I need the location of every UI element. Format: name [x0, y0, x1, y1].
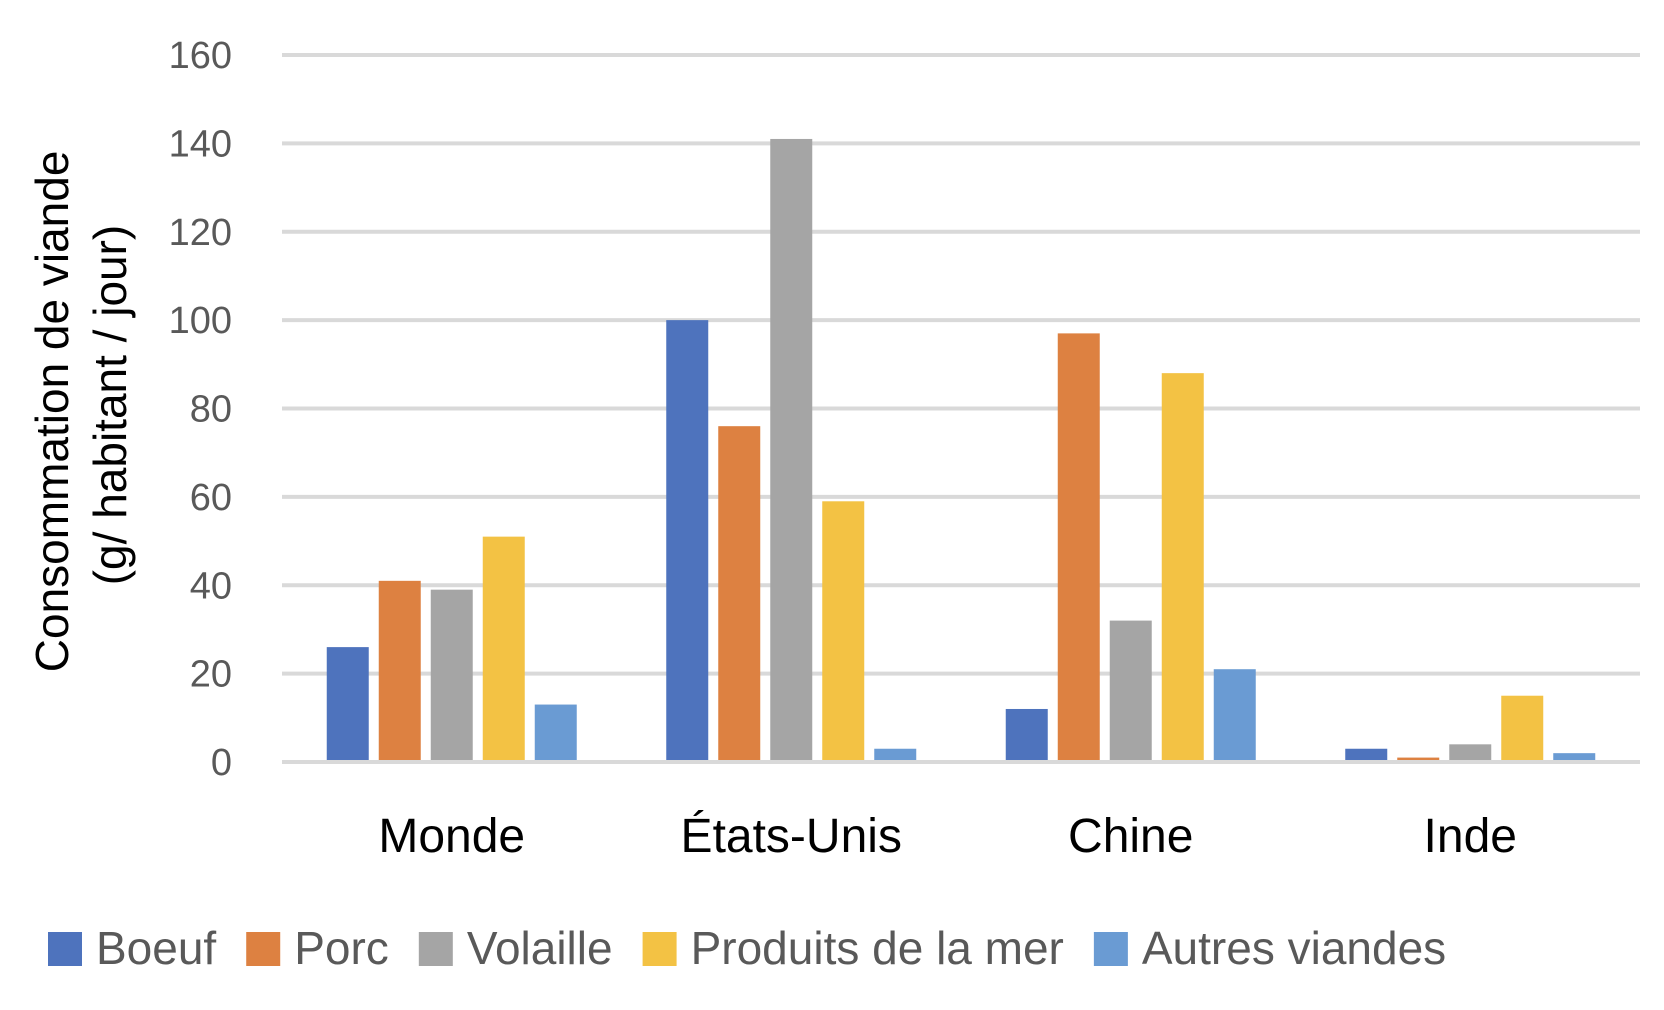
y-axis-ticks: 0 20 40 60 80 100 120 140 160	[169, 35, 232, 784]
bar	[1449, 744, 1492, 762]
legend-swatch	[642, 932, 677, 966]
y-tick-label: 20	[190, 654, 232, 696]
legend-swatch	[246, 932, 281, 966]
y-tick-label: 0	[211, 742, 232, 784]
legend-label: Porc	[294, 922, 389, 974]
legend-label: Produits de la mer	[691, 922, 1064, 974]
x-axis-categories: Monde États-Unis Chine Inde	[378, 810, 1517, 863]
y-tick-label: 140	[169, 123, 232, 165]
bar	[430, 589, 473, 762]
y-axis-title: Consommation de viande (g/ habitant / jo…	[26, 138, 136, 672]
bar	[1345, 748, 1388, 762]
x-category-label: Inde	[1424, 810, 1517, 863]
bar	[1161, 373, 1204, 762]
bar	[1213, 669, 1256, 762]
bar	[770, 138, 813, 763]
bars	[326, 138, 1596, 763]
bar	[874, 748, 917, 762]
y-tick-label: 60	[190, 477, 232, 519]
y-tick-label: 40	[190, 565, 232, 607]
y-tick-label: 100	[169, 300, 232, 342]
x-category-label: Chine	[1068, 810, 1193, 863]
bar	[1553, 753, 1596, 762]
legend-swatch	[48, 932, 82, 966]
legend-label: Autres viandes	[1142, 922, 1446, 974]
bar	[666, 320, 709, 762]
y-axis-title-line-1: Consommation de viande	[26, 151, 78, 673]
legend-swatch	[418, 932, 453, 966]
y-axis-title-line-2: (g/ habitant / jour)	[84, 225, 136, 586]
y-tick-label: 120	[169, 212, 232, 254]
bar	[1397, 757, 1440, 762]
bar	[1057, 333, 1100, 762]
legend-label: Boeuf	[96, 922, 216, 974]
bar	[822, 501, 865, 762]
y-tick-label: 80	[190, 389, 232, 431]
bar	[534, 704, 577, 762]
bar	[1109, 620, 1152, 762]
x-category-label: États-Unis	[681, 810, 902, 863]
bar	[326, 647, 369, 762]
bar	[1005, 708, 1048, 762]
x-category-label: Monde	[378, 810, 525, 863]
legend: Boeuf Porc Volaille Produits de la mer Autre…	[48, 922, 1446, 974]
bar	[482, 536, 525, 762]
legend-label: Volaille	[467, 922, 613, 974]
legend-swatch	[1093, 932, 1128, 966]
bar	[718, 426, 761, 762]
bar	[378, 580, 421, 762]
bar	[1501, 695, 1544, 762]
y-tick-label: 160	[169, 35, 232, 77]
